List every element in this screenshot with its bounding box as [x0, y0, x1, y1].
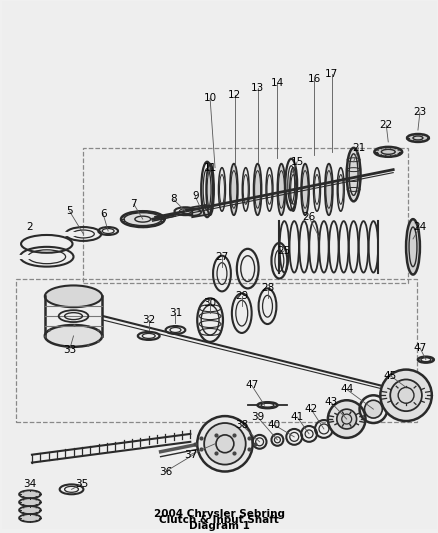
Text: Clutch & Input Shaft: Clutch & Input Shaft: [159, 515, 278, 525]
Ellipse shape: [364, 400, 381, 418]
Ellipse shape: [313, 168, 320, 211]
Ellipse shape: [265, 168, 272, 211]
Text: 10: 10: [203, 93, 216, 103]
Ellipse shape: [45, 325, 102, 347]
Ellipse shape: [324, 164, 332, 215]
Text: 43: 43: [324, 397, 337, 407]
Text: 41: 41: [290, 412, 303, 422]
Text: 32: 32: [142, 315, 155, 325]
Ellipse shape: [374, 147, 401, 157]
Text: 34: 34: [23, 479, 36, 489]
Text: 36: 36: [159, 466, 172, 477]
Ellipse shape: [218, 168, 225, 211]
Text: 33: 33: [63, 345, 76, 355]
Text: 30: 30: [203, 298, 216, 308]
Text: 42: 42: [304, 404, 317, 414]
Ellipse shape: [19, 498, 41, 506]
Ellipse shape: [277, 164, 285, 215]
Text: 14: 14: [270, 77, 283, 87]
Ellipse shape: [336, 409, 356, 429]
Ellipse shape: [405, 219, 419, 274]
Text: 28: 28: [260, 284, 273, 293]
Ellipse shape: [204, 423, 245, 465]
Text: 7: 7: [130, 199, 137, 209]
Text: 24: 24: [412, 222, 426, 232]
Text: 47: 47: [412, 343, 426, 353]
Text: 11: 11: [203, 163, 216, 173]
Ellipse shape: [230, 164, 237, 215]
Text: 22: 22: [379, 120, 392, 130]
Text: 16: 16: [307, 74, 320, 84]
Ellipse shape: [346, 148, 360, 201]
Ellipse shape: [253, 164, 261, 215]
Text: 39: 39: [251, 412, 264, 422]
Ellipse shape: [406, 134, 428, 142]
Text: 47: 47: [244, 381, 258, 390]
Text: 38: 38: [235, 420, 248, 430]
Ellipse shape: [19, 490, 41, 498]
Ellipse shape: [19, 506, 41, 514]
Text: 23: 23: [412, 107, 426, 117]
Ellipse shape: [327, 400, 365, 438]
Text: 27: 27: [215, 252, 228, 262]
Text: 35: 35: [74, 479, 88, 489]
Text: Diagram 1: Diagram 1: [188, 521, 249, 531]
Ellipse shape: [197, 416, 252, 472]
Ellipse shape: [242, 168, 249, 211]
Text: 31: 31: [169, 308, 182, 318]
Ellipse shape: [19, 514, 41, 522]
Bar: [16, 279, 416, 422]
Text: 12: 12: [228, 91, 241, 100]
Ellipse shape: [379, 369, 431, 421]
Text: 45: 45: [383, 370, 396, 381]
Text: 21: 21: [351, 143, 364, 153]
Text: 5: 5: [66, 206, 73, 216]
Polygon shape: [192, 204, 210, 217]
Text: 25: 25: [277, 246, 290, 256]
Text: 2: 2: [27, 222, 33, 232]
Text: 2004 Chrysler Sebring: 2004 Chrysler Sebring: [153, 509, 284, 519]
Text: 40: 40: [267, 420, 280, 430]
Text: 26: 26: [302, 212, 315, 222]
Ellipse shape: [206, 164, 214, 215]
Ellipse shape: [289, 168, 296, 211]
Ellipse shape: [389, 379, 421, 411]
Text: 13: 13: [251, 84, 264, 93]
Text: 8: 8: [170, 195, 177, 204]
Text: 6: 6: [100, 209, 106, 219]
Text: 44: 44: [339, 384, 353, 394]
Text: 29: 29: [235, 292, 248, 301]
Text: 15: 15: [290, 157, 303, 167]
Bar: [83, 148, 407, 284]
Text: 9: 9: [191, 191, 198, 201]
Ellipse shape: [336, 168, 343, 211]
Text: 17: 17: [325, 69, 338, 79]
Text: 37: 37: [183, 450, 197, 459]
Ellipse shape: [45, 286, 102, 307]
Ellipse shape: [300, 164, 308, 215]
Ellipse shape: [121, 211, 164, 227]
